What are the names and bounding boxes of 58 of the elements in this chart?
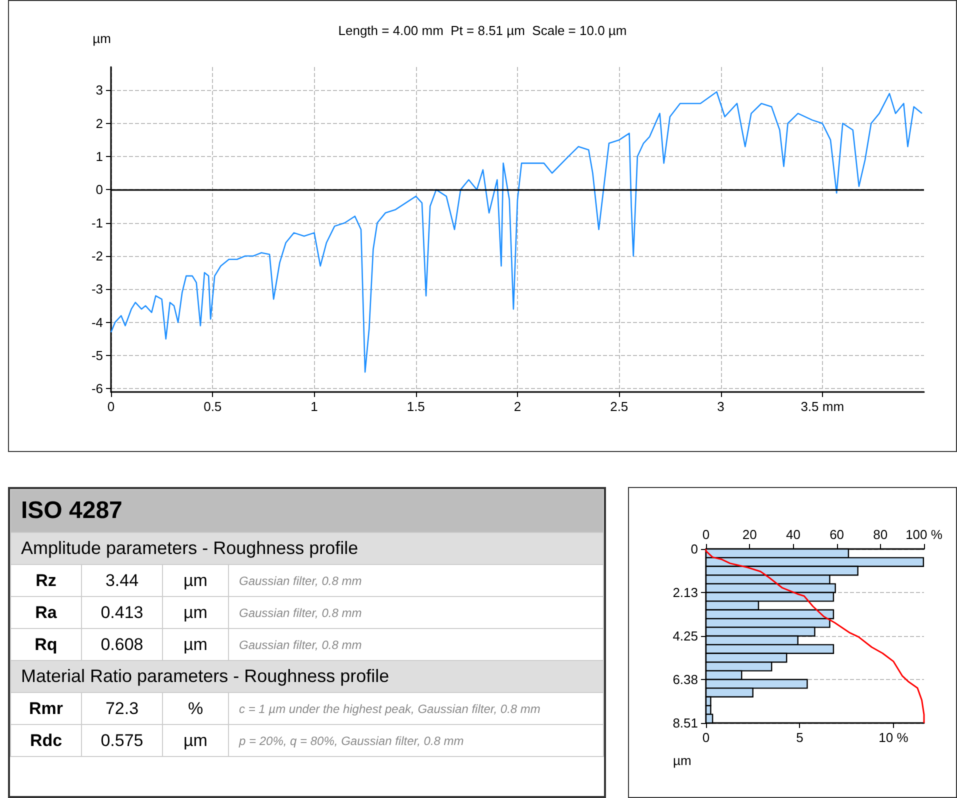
- text: Amplitude parameters - Roughness profile: [10, 532, 604, 564]
- y-tick-label: 8.51: [672, 716, 698, 730]
- y-tick-label: 0: [690, 542, 698, 556]
- text: Gaussian filter, 0.8 mm: [228, 628, 604, 660]
- text: 72.3: [82, 692, 162, 724]
- x2-tick-label: 40: [786, 527, 800, 542]
- y-tick-label: 2.13: [672, 585, 698, 600]
- y-tick-label: -1: [91, 215, 103, 230]
- text: µm: [162, 628, 228, 660]
- text: 3.44: [82, 564, 162, 596]
- y-tick-label: 0: [96, 182, 103, 198]
- y-tick-label: -4: [91, 314, 103, 330]
- text: µm: [162, 596, 228, 628]
- x-tick-label: 0: [107, 399, 115, 414]
- text: Rz: [10, 564, 82, 596]
- x-tick-label: 3: [717, 399, 724, 414]
- x2-tick-label: 0: [702, 527, 710, 542]
- y-tick-label: -3: [91, 282, 103, 297]
- text: 0.608: [82, 628, 162, 660]
- x-tick-label: 2.5: [610, 399, 628, 414]
- y-tick-label: 4.25: [672, 628, 698, 644]
- y-tick-label: -6: [91, 381, 103, 396]
- text: 0.575: [82, 724, 162, 756]
- x2-tick-label: 100 %: [906, 527, 943, 542]
- x-tick-label: 10 %: [878, 730, 909, 745]
- y-axis-title: µm: [673, 753, 692, 768]
- text: 0.413: [82, 596, 162, 628]
- y-tick-label: -5: [91, 348, 103, 364]
- y-tick-label: 6.38: [672, 672, 698, 687]
- x-tick-label: 2: [514, 399, 522, 414]
- y-tick-label: -2: [91, 248, 103, 264]
- text: %: [162, 692, 228, 724]
- y-tick-label: 3: [96, 82, 103, 98]
- text: p = 20%, q = 80%, Gaussian filter, 0.8 mm: [228, 724, 604, 756]
- text: Gaussian filter, 0.8 mm: [228, 564, 604, 596]
- text: Rdc: [10, 724, 82, 756]
- text: µm: [162, 724, 228, 756]
- chart-title: Length = 4.00 mm Pt = 8.51 µm Scale = 10.0 µm: [338, 23, 627, 38]
- y-tick-label: 2: [96, 116, 103, 131]
- text: µm: [162, 564, 228, 596]
- text: Gaussian filter, 0.8 mm: [228, 596, 604, 628]
- x-tick-label: 5: [796, 730, 804, 745]
- text: Rmr: [10, 692, 82, 724]
- x-tick-label: 3.5 mm: [800, 399, 844, 414]
- x-tick-label: 0: [702, 730, 710, 745]
- x2-tick-label: 80: [873, 527, 888, 542]
- x-tick-label: 1: [310, 399, 318, 414]
- x2-tick-label: 60: [830, 527, 844, 542]
- x2-tick-label: 20: [742, 527, 757, 542]
- text: ISO 4287: [10, 490, 604, 532]
- text: Ra: [10, 596, 82, 628]
- text: Material Ratio parameters - Roughness profile: [10, 660, 604, 692]
- text: c = 1 µm under the highest peak, Gaussian filter, 0.8 mm: [228, 692, 604, 724]
- x-tick-label: 0.5: [204, 399, 222, 414]
- y-axis-title: µm: [92, 31, 111, 46]
- text: Rq: [10, 628, 82, 660]
- x-tick-label: 1.5: [406, 399, 425, 414]
- y-tick-label: 1: [96, 149, 103, 164]
